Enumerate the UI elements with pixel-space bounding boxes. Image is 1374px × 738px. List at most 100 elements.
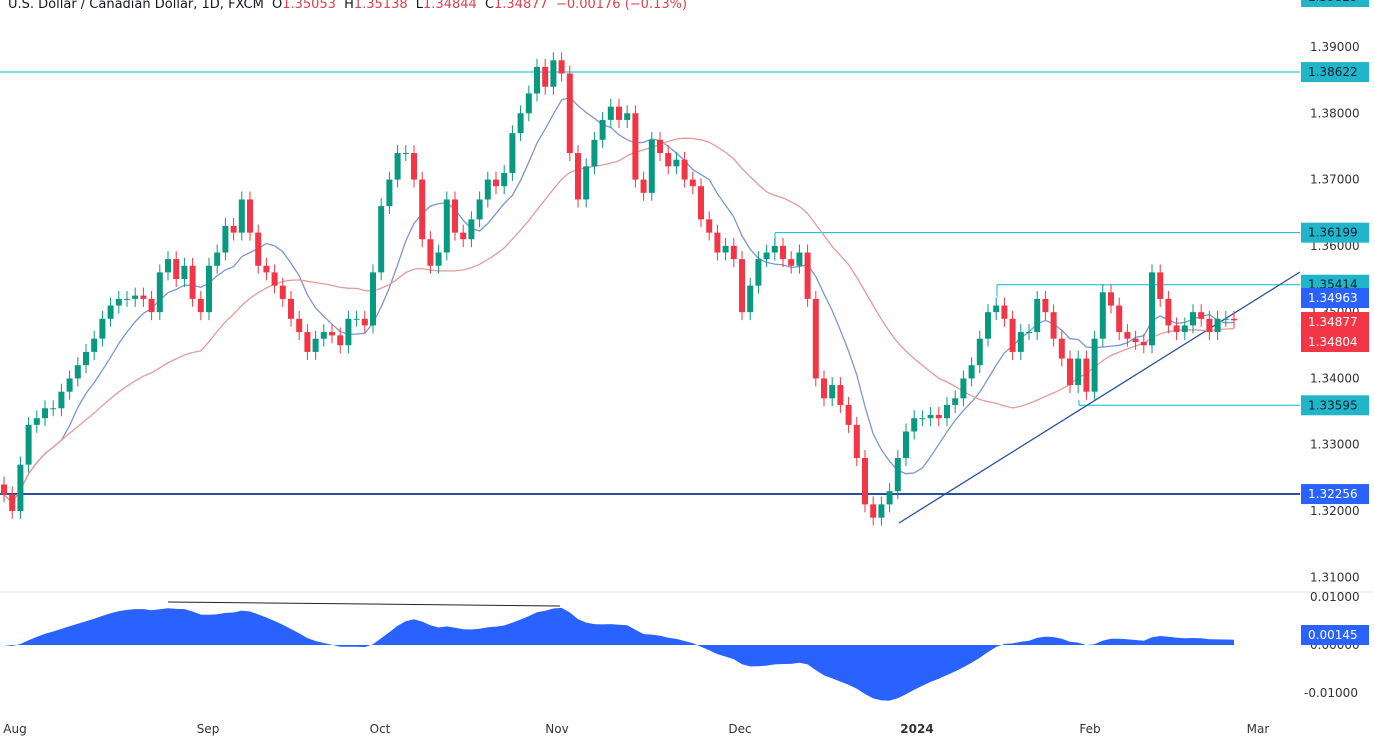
ohlc-low: L1.34844 xyxy=(415,0,477,12)
candle-body xyxy=(25,424,32,465)
candle-body xyxy=(42,408,48,419)
level-price-tag-bg xyxy=(1301,222,1369,243)
candle-body xyxy=(304,332,311,352)
price-tick-label: 1.32000 xyxy=(1310,504,1360,518)
candle-body xyxy=(288,298,294,319)
candle-body xyxy=(9,494,16,512)
candle-body xyxy=(271,272,278,286)
candle-body xyxy=(763,252,770,260)
candle-body xyxy=(378,206,385,273)
level-price-tag: 1.33595 xyxy=(1308,398,1358,412)
candle-body xyxy=(1108,292,1114,306)
price-tag: 1.34804 xyxy=(1308,335,1358,349)
fast-moving-average xyxy=(3,96,1235,504)
candle-body xyxy=(50,408,57,410)
candle-body xyxy=(534,66,540,94)
candle-body xyxy=(197,298,204,313)
candle-body xyxy=(698,186,704,220)
ohlc-high: H1.35138 xyxy=(344,0,408,12)
candle-body xyxy=(689,179,696,187)
candle-body xyxy=(329,332,335,336)
candle-body xyxy=(1116,305,1123,333)
oscillator-value-tag: 0.00145 xyxy=(1308,628,1358,642)
candle-body xyxy=(517,113,524,134)
slow-moving-average xyxy=(3,137,1235,504)
candle-body xyxy=(952,398,959,405)
chart-header: U.S. Dollar / Canadian Dollar, 1D, FXCM … xyxy=(8,0,692,12)
candle-body xyxy=(1050,312,1057,339)
symbol-title: U.S. Dollar / Canadian Dollar, 1D, FXCM xyxy=(8,0,264,12)
candle-body xyxy=(189,265,196,299)
candle-body xyxy=(279,285,286,299)
candle-body xyxy=(1190,312,1196,326)
candle-body xyxy=(755,259,762,286)
candle-body xyxy=(427,239,434,266)
candle-body xyxy=(903,431,909,458)
candle-body xyxy=(1231,318,1237,321)
candle-body xyxy=(566,73,573,154)
candle-body xyxy=(320,332,327,339)
candle-body xyxy=(599,119,606,140)
candle-body xyxy=(804,252,811,299)
candle-body xyxy=(1198,312,1205,319)
candle-body xyxy=(132,295,139,299)
oscillator-area xyxy=(4,607,1234,701)
candle-body xyxy=(337,335,344,346)
candle-body xyxy=(730,245,737,260)
candle-body xyxy=(1009,318,1016,352)
candle-body xyxy=(919,418,926,420)
candle-body xyxy=(419,179,426,240)
candle-body xyxy=(1,484,7,495)
candle-body xyxy=(386,179,393,207)
candle-body xyxy=(616,106,622,120)
candle-body xyxy=(99,318,106,339)
candle-body xyxy=(829,385,836,399)
candle-body xyxy=(1058,338,1065,359)
candle-body xyxy=(1075,358,1082,386)
ascending-trendline xyxy=(898,271,1301,524)
candle-body xyxy=(985,312,991,339)
level-price-tag: 1.38622 xyxy=(1308,65,1358,79)
candle-body xyxy=(1181,325,1188,333)
candle-body xyxy=(411,153,417,180)
candle-body xyxy=(452,199,458,233)
candle-body xyxy=(1165,298,1172,326)
time-tick-label: Dec xyxy=(728,722,751,736)
price-tag-bg xyxy=(1301,332,1369,352)
price-tick-label: 1.31000 xyxy=(1310,570,1360,584)
candle-body xyxy=(230,225,237,233)
level-price-tag: 1.36199 xyxy=(1308,226,1358,240)
time-tick-label: Oct xyxy=(370,722,391,736)
candle-body xyxy=(812,298,819,379)
candle-body xyxy=(435,252,442,266)
candle-body xyxy=(1083,358,1090,392)
candle-body xyxy=(771,245,778,253)
candle-body xyxy=(894,457,901,492)
candle-body xyxy=(722,245,729,253)
price-tag: 1.34877 xyxy=(1308,315,1358,329)
candle-body xyxy=(460,232,467,240)
candle-body xyxy=(1034,298,1041,333)
time-tick-label: Sep xyxy=(197,722,220,736)
candle-body xyxy=(1214,318,1221,333)
candle-body xyxy=(1222,318,1229,320)
candle-body xyxy=(788,259,795,266)
candle-body xyxy=(181,265,188,280)
candle-body xyxy=(976,338,983,366)
candle-body xyxy=(993,305,1000,313)
candle-body xyxy=(665,153,672,167)
candle-body xyxy=(927,414,934,419)
candle-body xyxy=(476,199,483,220)
candle-body xyxy=(1206,318,1213,333)
candle-body xyxy=(1042,298,1049,313)
candle-body xyxy=(1140,341,1147,346)
candle-body xyxy=(542,66,549,87)
candle-body xyxy=(853,424,860,458)
candle-body xyxy=(821,378,827,399)
time-tick-label: Nov xyxy=(545,722,568,736)
candle-body xyxy=(83,351,89,366)
candle-body xyxy=(640,179,647,193)
candle-body xyxy=(140,295,147,299)
candle-body xyxy=(222,225,229,253)
